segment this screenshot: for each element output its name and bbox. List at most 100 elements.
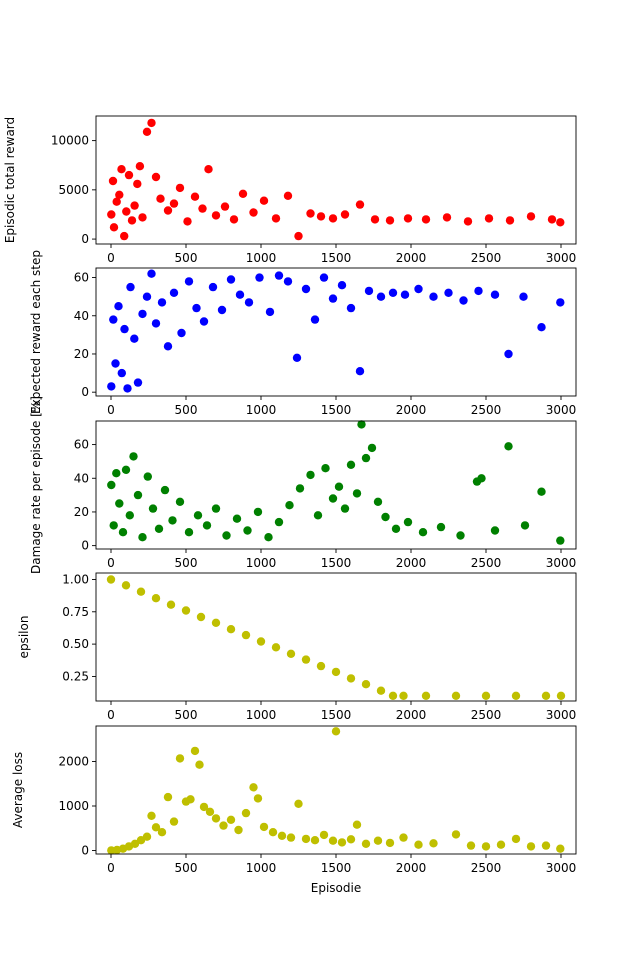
data-point [504,442,513,451]
data-point [541,841,551,850]
data-point [115,499,124,508]
data-point [109,521,118,530]
data-point [477,474,486,483]
data-point [556,691,566,700]
data-point [484,214,494,223]
data-point [138,213,147,222]
x-tick-label: 2500 [471,708,502,722]
y-tick-label: 60 [74,271,89,285]
data-point [190,746,200,756]
data-point [193,511,203,520]
x-tick-label: 1000 [246,403,277,417]
data-point [151,172,161,182]
data-point [346,835,356,844]
data-point [286,833,296,842]
data-point [490,290,500,299]
data-point [466,841,476,850]
data-point [556,218,565,227]
data-point [109,315,118,324]
subplot-5: 0 500 1000 1500 2000 2500 3000 0 1000 2000 Average… [11,725,577,895]
data-point [421,691,431,700]
data-point [537,487,546,496]
data-point [271,643,281,652]
data-point [352,820,362,829]
data-point [388,288,398,297]
data-point [169,199,179,208]
data-point [340,504,350,513]
data-point [199,802,209,812]
data-point [202,521,212,530]
x-tick-label: 1000 [246,708,277,722]
data-point [138,533,147,542]
data-point [361,453,371,463]
y-axis-label: Episodic total reward [3,117,17,243]
data-point [373,497,383,506]
data-point [256,637,266,646]
data-point [328,294,338,303]
x-tick-label: 3000 [546,708,577,722]
x-tick-label: 1500 [321,251,352,265]
data-point [301,284,311,294]
data-point [109,223,119,232]
y-tick-label: 10000 [51,134,89,148]
y-tick-label: 60 [74,438,89,452]
data-point [399,833,408,842]
data-point [117,165,126,174]
data-point [226,625,236,634]
y-tick-label: 0 [81,843,89,857]
x-tick-label: 0 [107,708,115,722]
data-point [274,517,284,527]
data-point [316,661,326,671]
data-point [160,485,170,495]
data-point [190,192,200,201]
data-point [142,127,152,136]
data-point [255,273,264,282]
data-point [277,831,287,840]
data-point [421,215,431,224]
data-point [253,507,263,517]
data-point [184,277,194,286]
data-points [107,269,565,393]
x-tick-label: 2500 [471,556,502,570]
data-point [222,531,231,540]
data-point [120,231,129,241]
data-point [556,844,565,853]
y-tick-label: 0 [81,232,89,246]
data-point [328,494,338,503]
data-point [217,305,227,315]
data-point [198,204,207,213]
data-points [107,118,565,241]
data-point [151,823,161,832]
data-point [122,207,131,216]
subplot-4: 0 500 1000 1500 2000 2500 3000 0.25 0.50 0.75 1.00… [17,572,577,722]
data-point [253,794,263,803]
data-point [125,511,134,520]
data-point [177,328,186,338]
data-point [142,292,152,301]
data-point [414,284,423,294]
data-point [547,215,557,224]
data-point [285,501,294,510]
data-point [112,197,121,206]
data-point [511,691,521,700]
data-point [264,533,273,542]
data-point [151,319,161,328]
x-tick-label: 2000 [396,861,427,875]
data-point [168,516,177,525]
y-tick-label: 20 [74,347,89,361]
data-point [385,838,395,848]
x-tick-label: 1500 [321,556,352,570]
data-point [154,524,164,533]
data-point [142,832,152,841]
data-point [184,528,194,537]
data-point [271,214,281,223]
data-point [195,760,204,769]
data-point [346,303,356,313]
data-point [265,307,275,317]
data-point [259,822,269,832]
data-point [310,315,320,324]
data-point [259,196,269,205]
data-point [459,296,468,305]
y-axis-label: Expected reward each step [29,250,43,414]
